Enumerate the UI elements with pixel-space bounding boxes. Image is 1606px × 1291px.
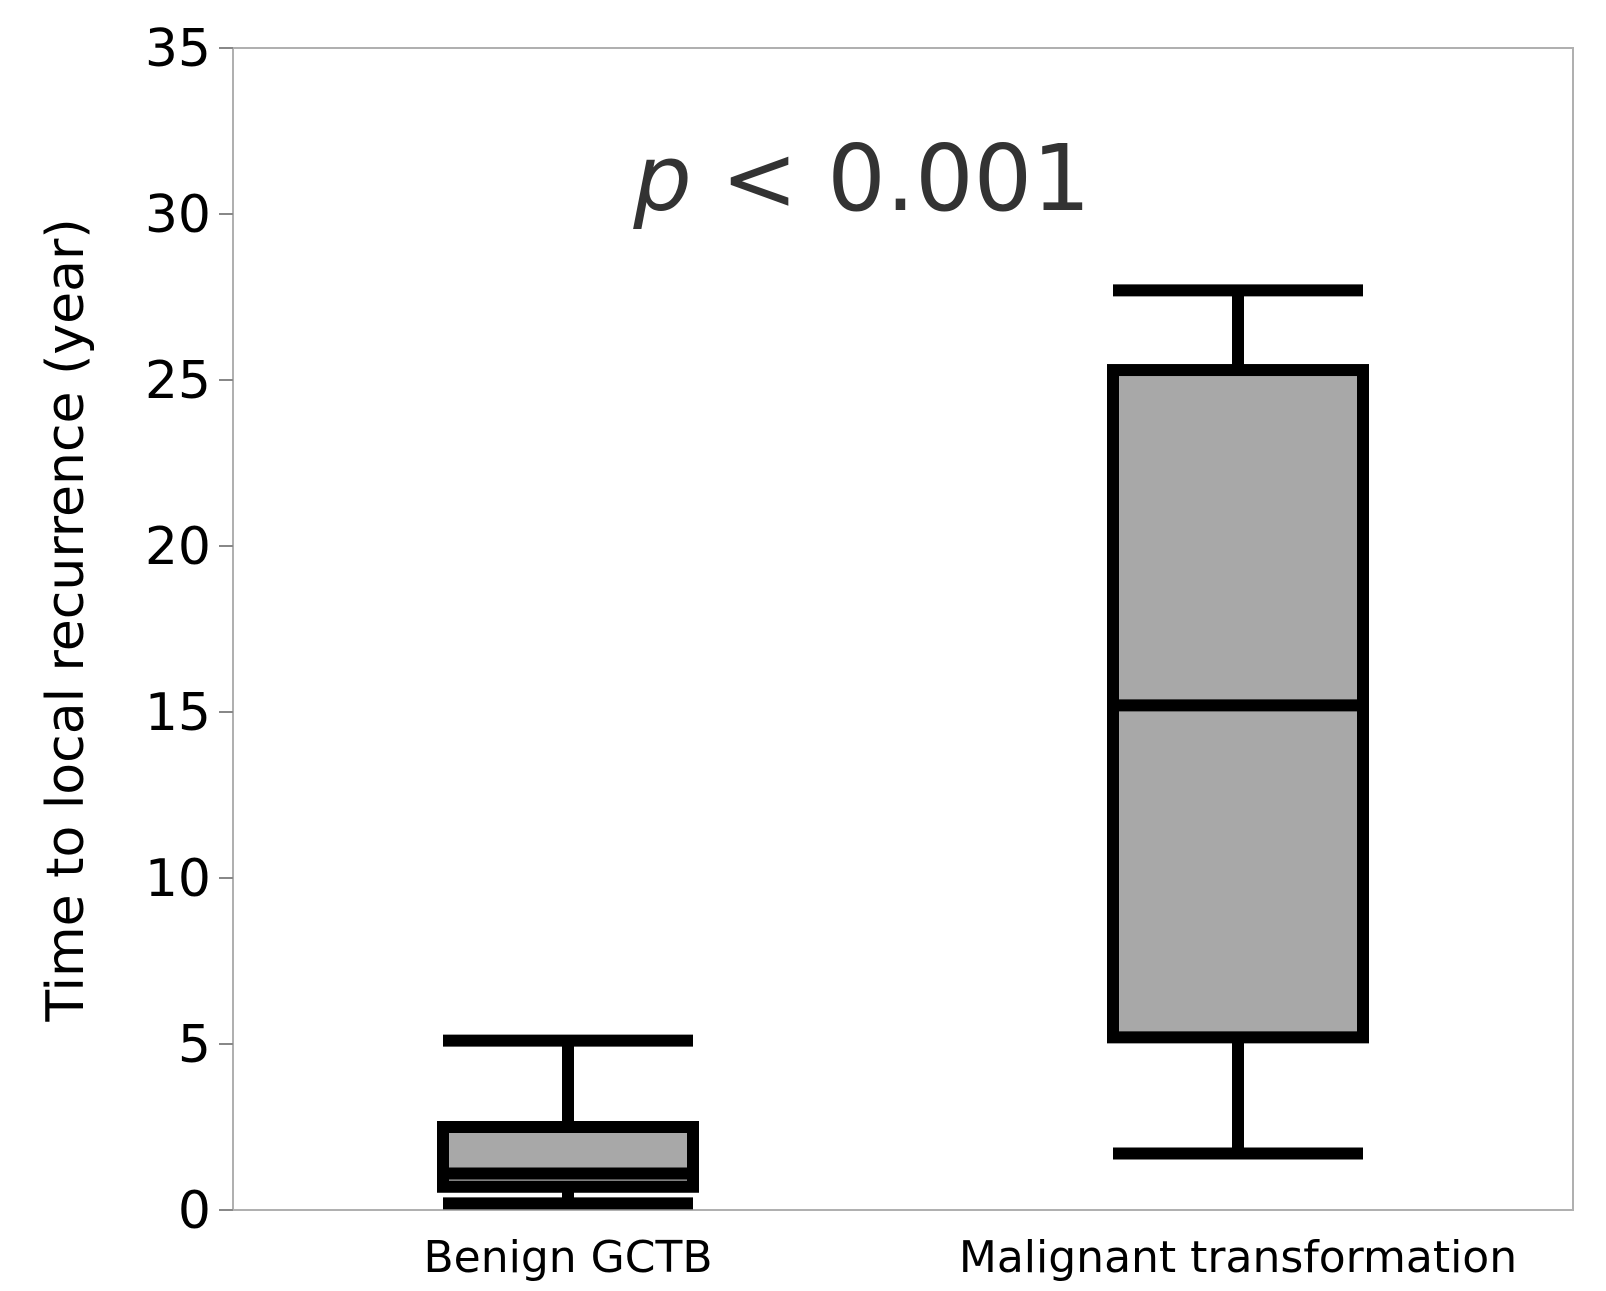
y-tick-label: 25 (145, 351, 211, 411)
x-category-label: Malignant transformation (959, 1232, 1517, 1283)
y-axis-title: Time to local recurrence (year) (36, 218, 96, 1022)
y-tick-label: 35 (145, 19, 211, 79)
p-value-italic: p (632, 125, 691, 232)
y-axis-ticks: 0 5 10 15 20 25 30 35 (145, 19, 233, 1241)
category-labels: Benign GCTB Malignant transformation (423, 1232, 1517, 1283)
y-tick-label: 15 (145, 683, 211, 743)
plot-frame (232, 47, 1574, 1211)
boxes-group (437, 284, 1369, 1210)
box-2 (1107, 284, 1369, 1160)
p-value-annotation: p < 0.001 (632, 125, 1090, 232)
x-category-label: Benign GCTB (423, 1232, 712, 1283)
y-tick-label: 5 (178, 1015, 211, 1075)
y-tick-label: 30 (145, 185, 211, 245)
y-tick-label: 20 (145, 517, 211, 577)
box-1 (437, 1034, 699, 1210)
y-tick-label: 0 (178, 1181, 211, 1241)
y-tick-label: 10 (145, 849, 211, 909)
p-value-rest: < 0.001 (692, 125, 1091, 232)
